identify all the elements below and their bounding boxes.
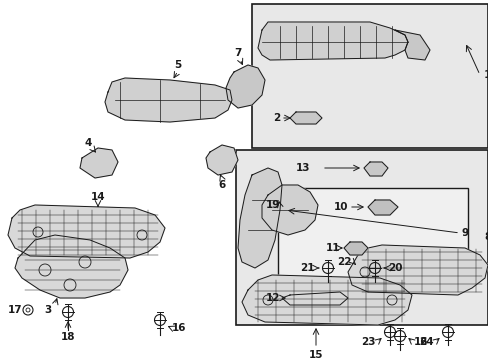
Bar xyxy=(236,150,487,325)
Text: 23: 23 xyxy=(361,337,375,347)
Text: 8: 8 xyxy=(483,232,488,242)
Polygon shape xyxy=(343,242,367,255)
Polygon shape xyxy=(15,235,128,298)
Polygon shape xyxy=(367,200,397,215)
Text: 20: 20 xyxy=(387,263,402,273)
Text: 10: 10 xyxy=(333,202,347,212)
Text: 16: 16 xyxy=(172,323,186,333)
Polygon shape xyxy=(8,205,164,258)
Text: 13: 13 xyxy=(295,163,309,173)
Text: 19: 19 xyxy=(265,200,280,210)
Polygon shape xyxy=(238,168,282,268)
Text: 7: 7 xyxy=(234,48,241,58)
Polygon shape xyxy=(363,162,387,176)
Text: 22: 22 xyxy=(337,257,351,267)
Polygon shape xyxy=(242,275,411,325)
Polygon shape xyxy=(394,30,429,60)
Text: 5: 5 xyxy=(174,60,181,70)
Text: 9: 9 xyxy=(461,228,468,238)
Polygon shape xyxy=(282,292,347,305)
Text: 16: 16 xyxy=(413,337,427,347)
Text: 11: 11 xyxy=(325,243,339,253)
Text: 21: 21 xyxy=(300,263,314,273)
Text: 18: 18 xyxy=(61,332,75,342)
Polygon shape xyxy=(289,112,321,124)
Text: 12: 12 xyxy=(265,293,280,303)
Polygon shape xyxy=(205,145,238,175)
Polygon shape xyxy=(225,65,264,108)
Polygon shape xyxy=(80,148,118,178)
Text: 1: 1 xyxy=(483,70,488,80)
Polygon shape xyxy=(105,78,231,122)
Polygon shape xyxy=(347,245,487,295)
Polygon shape xyxy=(262,185,317,235)
Text: 2: 2 xyxy=(272,113,280,123)
Bar xyxy=(251,4,487,148)
Text: 4: 4 xyxy=(84,138,92,148)
Bar xyxy=(278,188,467,278)
Text: 3: 3 xyxy=(45,305,52,315)
Text: 15: 15 xyxy=(308,350,323,360)
Polygon shape xyxy=(258,22,407,60)
Text: 17: 17 xyxy=(7,305,22,315)
Text: 6: 6 xyxy=(218,180,225,190)
Text: 14: 14 xyxy=(90,192,105,202)
Text: 24: 24 xyxy=(419,337,433,347)
